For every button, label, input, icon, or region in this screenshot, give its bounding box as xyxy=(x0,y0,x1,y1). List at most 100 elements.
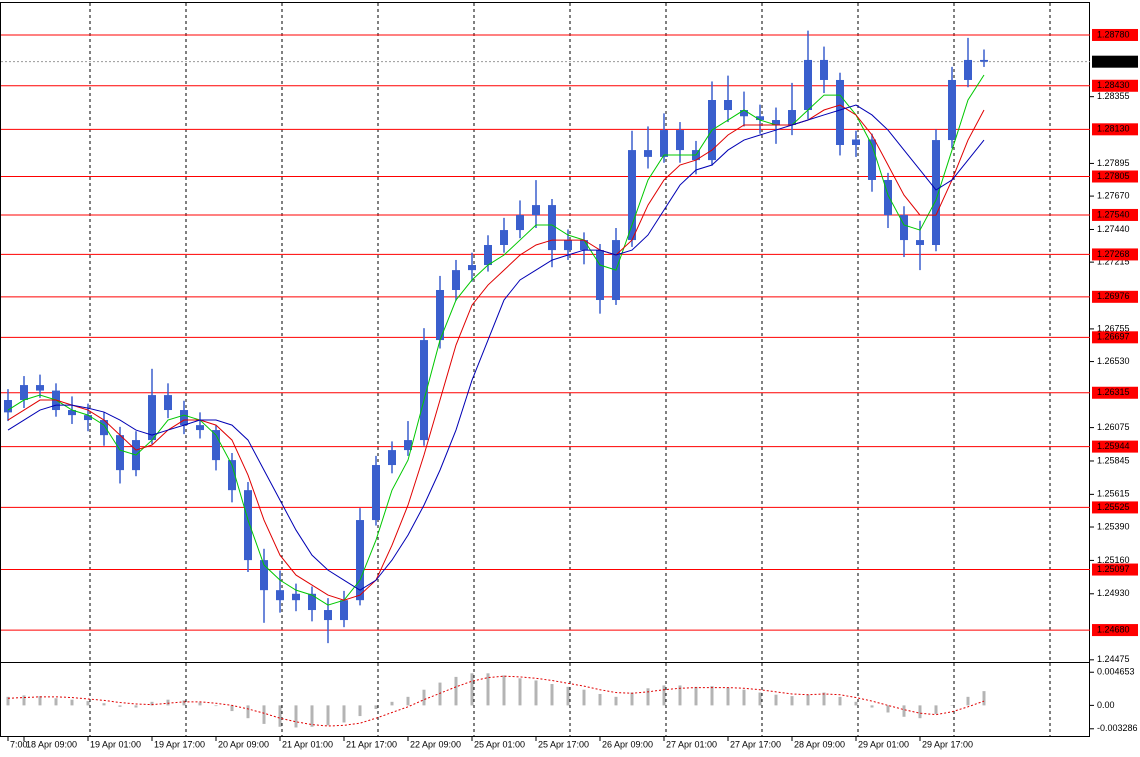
level-label: 1.26697 xyxy=(1097,332,1130,342)
candle-body xyxy=(324,610,332,621)
histogram-bar xyxy=(534,680,538,706)
histogram-bar xyxy=(6,696,10,706)
histogram-bar xyxy=(470,673,474,706)
level-box xyxy=(1092,440,1138,453)
candle-body xyxy=(292,593,300,601)
candle-body xyxy=(596,250,604,301)
histogram-bar xyxy=(502,675,506,706)
histogram-bar xyxy=(230,705,234,712)
histogram-bar xyxy=(774,694,778,706)
candle-body xyxy=(804,59,812,111)
candle-body xyxy=(356,520,364,601)
histogram-bar xyxy=(342,705,346,723)
histogram-bar xyxy=(966,696,970,706)
x-tick-label: 27 Apr 01:00 xyxy=(666,739,717,749)
histogram-bar xyxy=(358,705,362,717)
y-tick-label: -0.003286 xyxy=(1097,723,1138,733)
histogram-bar xyxy=(726,687,730,706)
candle-body xyxy=(4,400,12,413)
candle-body xyxy=(260,560,268,591)
candle-body xyxy=(452,270,460,290)
level-box xyxy=(1092,123,1138,136)
level-label: 1.28430 xyxy=(1097,80,1130,90)
histogram-bar xyxy=(646,688,650,706)
candle-body xyxy=(964,59,972,80)
candle-body xyxy=(932,140,940,246)
histogram-bar xyxy=(326,705,330,726)
histogram-bar xyxy=(150,701,154,706)
candle-body xyxy=(420,340,428,441)
level-label: 1.28780 xyxy=(1097,29,1130,39)
candle-body xyxy=(836,79,844,145)
level-label: 1.25944 xyxy=(1097,441,1130,451)
histogram-bar xyxy=(54,698,58,706)
histogram-bar xyxy=(822,692,826,706)
y-tick-label: 1.24930 xyxy=(1097,588,1130,598)
x-tick-label: 27 Apr 17:00 xyxy=(730,739,781,749)
candle-body xyxy=(564,240,572,251)
histogram-bar xyxy=(438,682,442,706)
histogram-bar xyxy=(870,705,874,708)
histogram-bar xyxy=(454,676,458,706)
histogram-bar xyxy=(886,705,890,713)
moving-average xyxy=(7,104,985,601)
histogram-bar xyxy=(278,705,282,727)
histogram-bar xyxy=(742,689,746,706)
y-tick-label: 1.25390 xyxy=(1097,521,1130,531)
histogram-bar xyxy=(166,699,170,706)
histogram-bar xyxy=(406,696,410,706)
y-tick-label: 1.27215 xyxy=(1097,257,1130,267)
x-tick-label: 25 Apr 17:00 xyxy=(538,739,589,749)
candle-body xyxy=(660,130,668,157)
histogram-bar xyxy=(934,705,938,714)
candle-body xyxy=(148,395,156,441)
candle-body xyxy=(436,289,444,341)
candle-body xyxy=(404,440,412,451)
histogram-bar xyxy=(614,696,618,706)
histogram-bar xyxy=(182,700,186,706)
candle-body xyxy=(340,600,348,621)
histogram-bar xyxy=(982,691,986,706)
candle-body xyxy=(116,435,124,471)
y-tick-label: 1.26755 xyxy=(1097,323,1130,333)
x-tick-label: 19 Apr 01:00 xyxy=(90,739,141,749)
y-tick-label: 1.27895 xyxy=(1097,158,1130,168)
x-tick-label: 29 Apr 01:00 xyxy=(858,739,909,749)
candle-body xyxy=(900,215,908,241)
histogram-bar xyxy=(758,692,762,706)
candle-body xyxy=(628,150,636,241)
candle-body xyxy=(196,425,204,431)
candle-body xyxy=(724,100,732,111)
x-tick-label: 26 Apr 09:00 xyxy=(602,739,653,749)
level-box xyxy=(1092,170,1138,183)
candle-body xyxy=(36,385,44,391)
candle-body xyxy=(276,590,284,601)
histogram-bar xyxy=(198,702,202,706)
moving-average xyxy=(7,74,985,606)
candle-body xyxy=(244,490,252,561)
candle-body xyxy=(788,110,796,125)
candle-body xyxy=(580,240,588,251)
level-box xyxy=(1092,248,1138,261)
level-label: 1.27805 xyxy=(1097,171,1130,181)
candle-body xyxy=(228,460,236,491)
histogram-bar xyxy=(598,693,602,706)
x-tick-label: 7:00 xyxy=(10,739,28,749)
histogram-bar xyxy=(262,705,266,724)
candle-body xyxy=(372,465,380,521)
candle-body xyxy=(548,205,556,251)
moving-average xyxy=(7,104,985,591)
candle-body xyxy=(916,240,924,246)
histogram-bar xyxy=(694,686,698,706)
histogram-bar xyxy=(902,705,906,717)
candle-body xyxy=(212,430,220,461)
candle-body xyxy=(500,230,508,246)
histogram-bar xyxy=(38,696,42,706)
candle-body xyxy=(868,139,876,180)
histogram-bar xyxy=(86,701,90,706)
level-label: 1.25097 xyxy=(1097,564,1130,574)
histogram-bar xyxy=(582,689,586,706)
level-label: 1.26976 xyxy=(1097,291,1130,301)
level-label: 1.25525 xyxy=(1097,502,1130,512)
